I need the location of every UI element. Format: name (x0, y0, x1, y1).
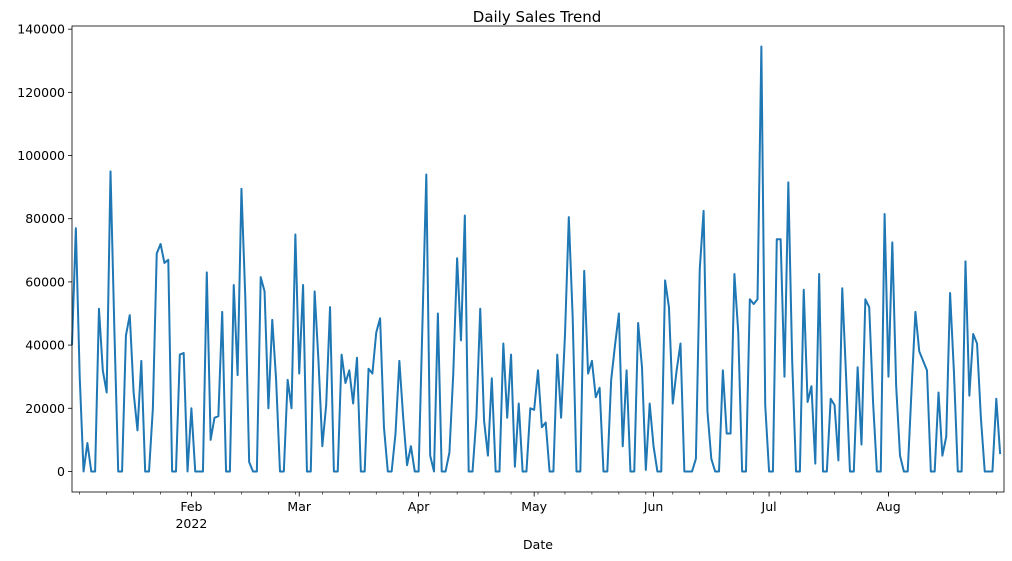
x-tick-label: Aug (876, 499, 900, 514)
chart-title: Daily Sales Trend (473, 8, 601, 26)
y-tick-label: 140000 (17, 22, 65, 37)
x-tick-label: Jun (643, 499, 664, 514)
plot-frame (71, 25, 1005, 493)
y-tick-label: 100000 (17, 148, 65, 163)
y-tick-label: 0 (57, 464, 65, 479)
y-tick-label: 120000 (17, 85, 65, 100)
x-tick-label: Jul (761, 499, 777, 514)
x-tick-label: May (521, 499, 547, 514)
x-axis: Feb 2022 Mar Apr May Jun Jul Aug (79, 492, 997, 531)
series-group (71, 45, 1002, 473)
y-tick-label: 20000 (25, 401, 65, 416)
series-line (71, 45, 1002, 473)
x-axis-label: Date (523, 537, 553, 552)
x-tick-label: Apr (408, 499, 430, 514)
y-tick-label: 60000 (25, 274, 65, 289)
x-tick-label: Mar (287, 499, 311, 514)
y-tick-label: 80000 (25, 211, 65, 226)
x-tick-sublabel: 2022 (175, 516, 207, 531)
y-axis: 0 20000 40000 60000 80000 100000 120000 140000 (17, 22, 72, 479)
x-tick-label: Feb (180, 499, 202, 514)
y-tick-label: 40000 (25, 338, 65, 353)
